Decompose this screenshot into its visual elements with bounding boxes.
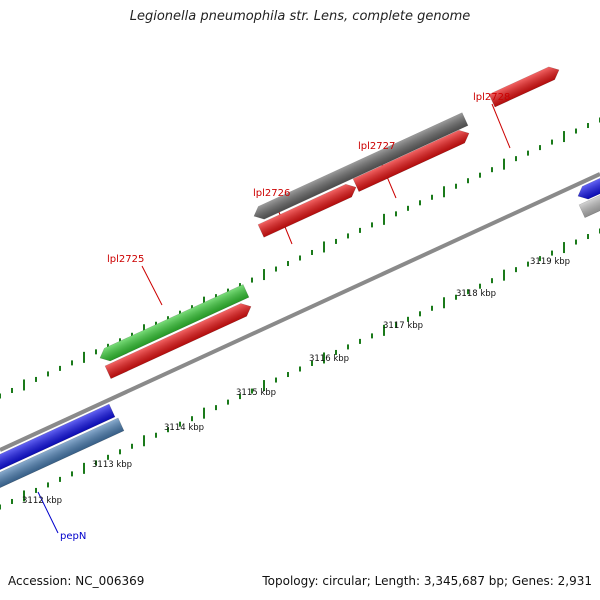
scale-label: 3118 kbp bbox=[456, 289, 496, 299]
gene-label-lpl2727: lpl2727 bbox=[358, 141, 395, 152]
feature-red-3 bbox=[352, 129, 470, 192]
feature-green bbox=[99, 284, 250, 362]
feature-red-4 bbox=[488, 66, 560, 108]
scale-label: 3116 kbp bbox=[309, 354, 349, 364]
accession-label: Accession: NC_006369 bbox=[8, 574, 145, 588]
scale-label: 3119 kbp bbox=[530, 257, 570, 267]
feature-gray bbox=[253, 112, 469, 220]
leader-line bbox=[491, 103, 511, 149]
gene-label-lpl2728: lpl2728 bbox=[473, 92, 510, 103]
gene-label-lpl2725: lpl2725 bbox=[107, 254, 144, 265]
scale-label: 3115 kbp bbox=[236, 388, 276, 398]
gene-features bbox=[0, 66, 600, 492]
map-title: Legionella pneumophila str. Lens, comple… bbox=[129, 9, 471, 24]
backbone-line bbox=[0, 172, 600, 452]
inner-tick-marks bbox=[0, 228, 600, 510]
scale-label: 3112 kbp bbox=[22, 496, 62, 506]
genome-backbone bbox=[0, 172, 600, 452]
feature-steelblue-left bbox=[0, 417, 125, 492]
topology-summary: Topology: circular; Length: 3,345,687 bp… bbox=[262, 574, 592, 588]
outer-tick-marks bbox=[0, 117, 600, 399]
gene-label-pepN: pepN bbox=[60, 531, 86, 542]
leader-line bbox=[141, 265, 163, 306]
gene-label-lpl2726: lpl2726 bbox=[253, 188, 290, 199]
feature-lightgray-right bbox=[578, 187, 600, 218]
feature-blue-right bbox=[577, 170, 600, 200]
feature-blue-top-left bbox=[0, 403, 116, 474]
feature-red-2 bbox=[257, 183, 357, 238]
scale-label: 3117 kbp bbox=[383, 321, 423, 331]
scale-label: 3114 kbp bbox=[164, 423, 204, 433]
labels-layer: 3112 kbp 3113 kbp 3114 kbp 3115 kbp 3116 kbp… bbox=[22, 92, 570, 542]
scale-label: 3113 kbp bbox=[92, 460, 132, 470]
feature-red-1 bbox=[104, 303, 252, 380]
leader-line bbox=[37, 491, 59, 534]
